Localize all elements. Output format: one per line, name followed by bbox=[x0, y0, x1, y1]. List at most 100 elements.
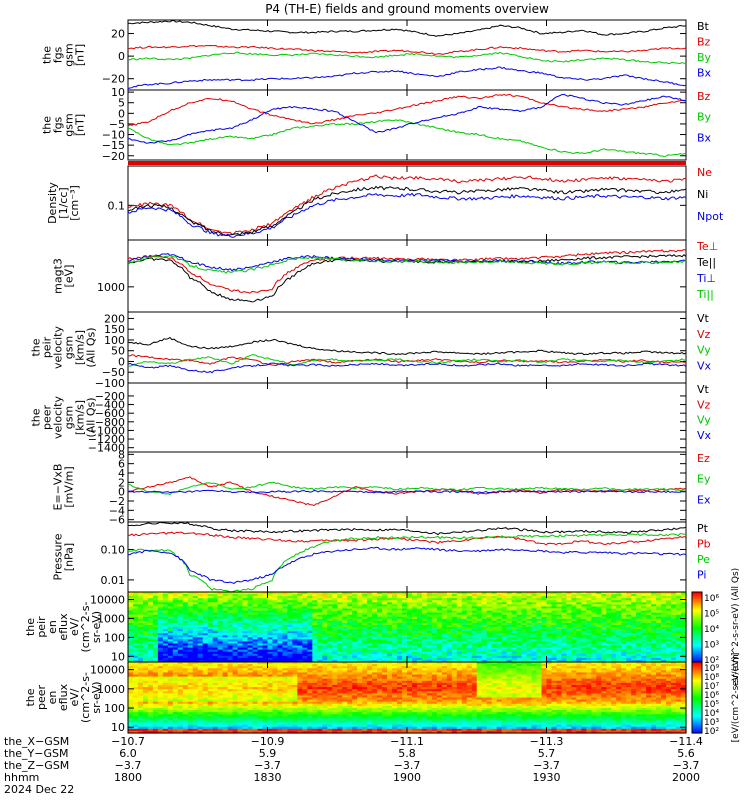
heatmap-cell bbox=[392, 612, 398, 616]
heatmap-cell bbox=[262, 612, 269, 616]
heatmap-cell bbox=[242, 606, 249, 610]
heatmap-cell bbox=[626, 627, 632, 630]
heatmap-cell bbox=[237, 639, 244, 643]
heatmap-cell bbox=[591, 600, 597, 603]
heatmap-cell bbox=[232, 693, 239, 697]
heatmap-cell bbox=[596, 608, 602, 612]
heatmap-cell bbox=[536, 655, 543, 659]
heatmap-cell bbox=[372, 606, 378, 610]
heatmap-cell bbox=[132, 612, 139, 616]
heatmap-cell bbox=[312, 616, 318, 620]
heatmap-cell bbox=[566, 655, 573, 659]
series-Bz bbox=[127, 44, 687, 55]
heatmap-cell bbox=[272, 631, 279, 634]
heatmap-cell bbox=[222, 655, 229, 659]
heatmap-cell bbox=[526, 643, 533, 647]
heatmap-cell bbox=[192, 647, 199, 651]
heatmap-cell bbox=[651, 610, 657, 614]
heatmap-cell bbox=[546, 651, 553, 655]
heatmap-cell bbox=[676, 649, 682, 653]
heatmap-cell bbox=[142, 691, 149, 694]
heatmap-cell bbox=[431, 655, 438, 659]
heatmap-cell bbox=[322, 606, 328, 610]
heatmap-cell bbox=[416, 633, 423, 636]
heatmap-cell bbox=[147, 674, 154, 678]
heatmap-cell bbox=[167, 608, 174, 612]
heatmap-cell bbox=[128, 699, 134, 703]
heatmap-cell bbox=[397, 616, 403, 620]
heatmap-cell bbox=[207, 600, 214, 603]
heatmap-cell bbox=[666, 600, 672, 603]
heatmap-cell bbox=[367, 612, 373, 616]
heatmap-cell bbox=[197, 592, 204, 595]
heatmap-cell bbox=[372, 594, 378, 597]
heatmap-cell bbox=[232, 703, 239, 707]
heatmap-cell bbox=[242, 707, 249, 711]
heatmap-cell bbox=[232, 672, 239, 676]
heatmap-cell bbox=[197, 612, 204, 616]
heatmap-cell bbox=[197, 678, 204, 682]
heatmap-cell bbox=[676, 641, 682, 645]
heatmap-cell bbox=[157, 598, 164, 601]
heatmap-cell bbox=[436, 631, 443, 634]
heatmap-cell bbox=[441, 620, 448, 624]
heatmap-cell bbox=[436, 633, 443, 636]
heatmap-cell bbox=[591, 655, 597, 659]
heatmap-cell bbox=[681, 629, 687, 632]
heatmap-cell bbox=[681, 637, 687, 640]
heatmap-cell bbox=[392, 618, 398, 622]
series-Bz bbox=[127, 93, 687, 127]
heatmap-cell bbox=[177, 670, 184, 674]
heatmap-cell bbox=[566, 653, 573, 657]
heatmap-cell bbox=[431, 624, 438, 628]
heatmap-cell bbox=[167, 631, 174, 634]
heatmap-cell bbox=[317, 616, 323, 620]
heatmap-cell bbox=[466, 592, 473, 595]
heatmap-cell bbox=[561, 608, 568, 612]
heatmap-cell bbox=[252, 616, 259, 620]
heatmap-cell bbox=[232, 659, 239, 663]
heatmap-cell bbox=[128, 655, 134, 659]
heatmap-cell bbox=[137, 592, 144, 595]
heatmap-cell bbox=[511, 653, 518, 657]
heatmap-cell bbox=[496, 655, 503, 659]
heatmap-cell bbox=[611, 606, 617, 610]
heatmap-cell bbox=[157, 728, 164, 732]
heatmap-cell bbox=[611, 622, 617, 626]
heatmap-cell bbox=[262, 639, 269, 643]
heatmap-cell bbox=[342, 651, 348, 655]
heatmap-cell bbox=[128, 680, 134, 684]
heatmap-cell bbox=[162, 716, 169, 719]
heatmap-cell bbox=[496, 637, 503, 640]
heatmap-cell bbox=[237, 645, 244, 649]
heatmap-cell bbox=[606, 657, 612, 661]
heatmap-cell bbox=[192, 689, 199, 692]
heatmap-cell bbox=[646, 624, 652, 628]
heatmap-cell bbox=[222, 618, 229, 622]
heatmap-cell bbox=[516, 631, 523, 634]
heatmap-cell bbox=[526, 647, 533, 651]
heatmap-cell bbox=[222, 659, 229, 663]
heatmap-cell bbox=[302, 649, 308, 653]
heatmap-cell bbox=[192, 604, 199, 608]
heatmap-cell bbox=[232, 639, 239, 643]
heatmap-cell bbox=[506, 600, 513, 603]
heatmap-cell bbox=[152, 691, 159, 694]
heatmap-cell bbox=[202, 693, 209, 697]
heatmap-cell bbox=[292, 620, 298, 624]
heatmap-cell bbox=[212, 627, 219, 630]
heatmap-cell bbox=[541, 592, 548, 595]
heatmap-cell bbox=[551, 594, 558, 597]
heatmap-cell bbox=[187, 699, 194, 703]
heatmap-cell bbox=[516, 629, 523, 632]
heatmap-cell bbox=[666, 602, 672, 605]
heatmap-cell bbox=[202, 722, 209, 726]
heatmap-cell bbox=[172, 695, 179, 699]
heatmap-cell bbox=[157, 693, 164, 697]
heatmap-cell bbox=[272, 645, 279, 649]
heatmap-cell bbox=[546, 639, 553, 643]
heatmap-cell bbox=[152, 714, 159, 717]
heatmap-cell bbox=[172, 620, 179, 624]
heatmap-cell bbox=[426, 655, 433, 659]
heatmap-cell bbox=[626, 612, 632, 616]
